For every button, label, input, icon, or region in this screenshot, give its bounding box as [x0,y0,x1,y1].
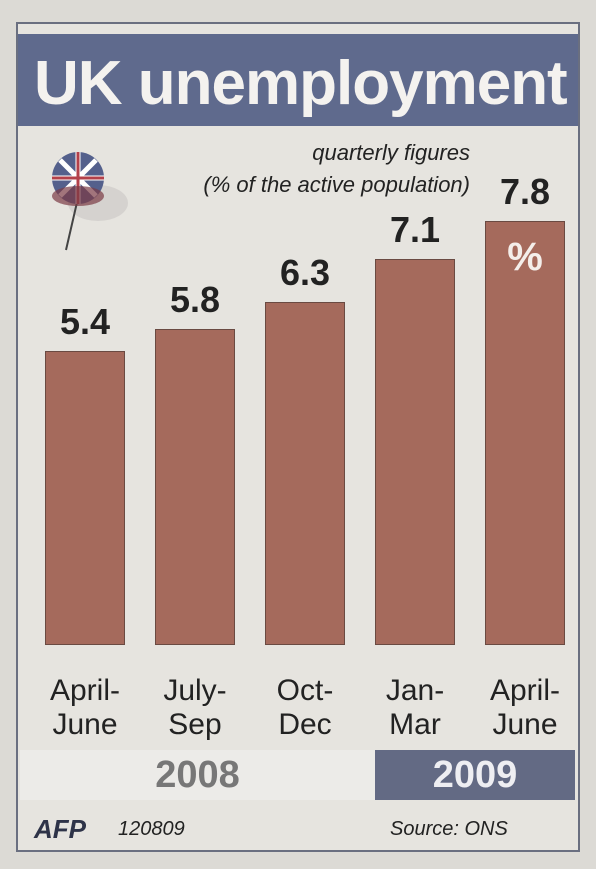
unit-label: % [507,234,543,279]
value-label: 5.8 [169,279,221,321]
bar [375,258,455,645]
subtitle-line: (% of the active population) [203,172,470,197]
value-label: 6.3 [279,252,331,294]
bar [155,329,235,645]
year-label: 2009 [375,750,575,800]
bar [45,351,125,645]
x-tick-label: April-June [489,674,561,741]
bar [265,302,345,645]
x-tick-label: Oct-Dec [276,674,334,741]
source: Source: ONS [390,818,508,840]
title-banner [18,34,578,126]
bar [485,220,565,645]
value-label: 5.4 [59,301,111,343]
x-tick-label: July-Sep [163,674,227,741]
subtitle-line: quarterly figures [312,140,470,165]
pin-icon [52,152,128,251]
x-tick-label: Jan-Mar [385,674,445,741]
value-label: 7.8 [499,170,551,212]
x-tick-label: April-June [49,674,121,741]
value-label: 7.1 [389,208,441,250]
year-label: 2008 [20,750,375,800]
logo: AFP [34,814,86,844]
chart-title: UK unemployment [34,49,568,118]
code: 120809 [118,818,185,840]
